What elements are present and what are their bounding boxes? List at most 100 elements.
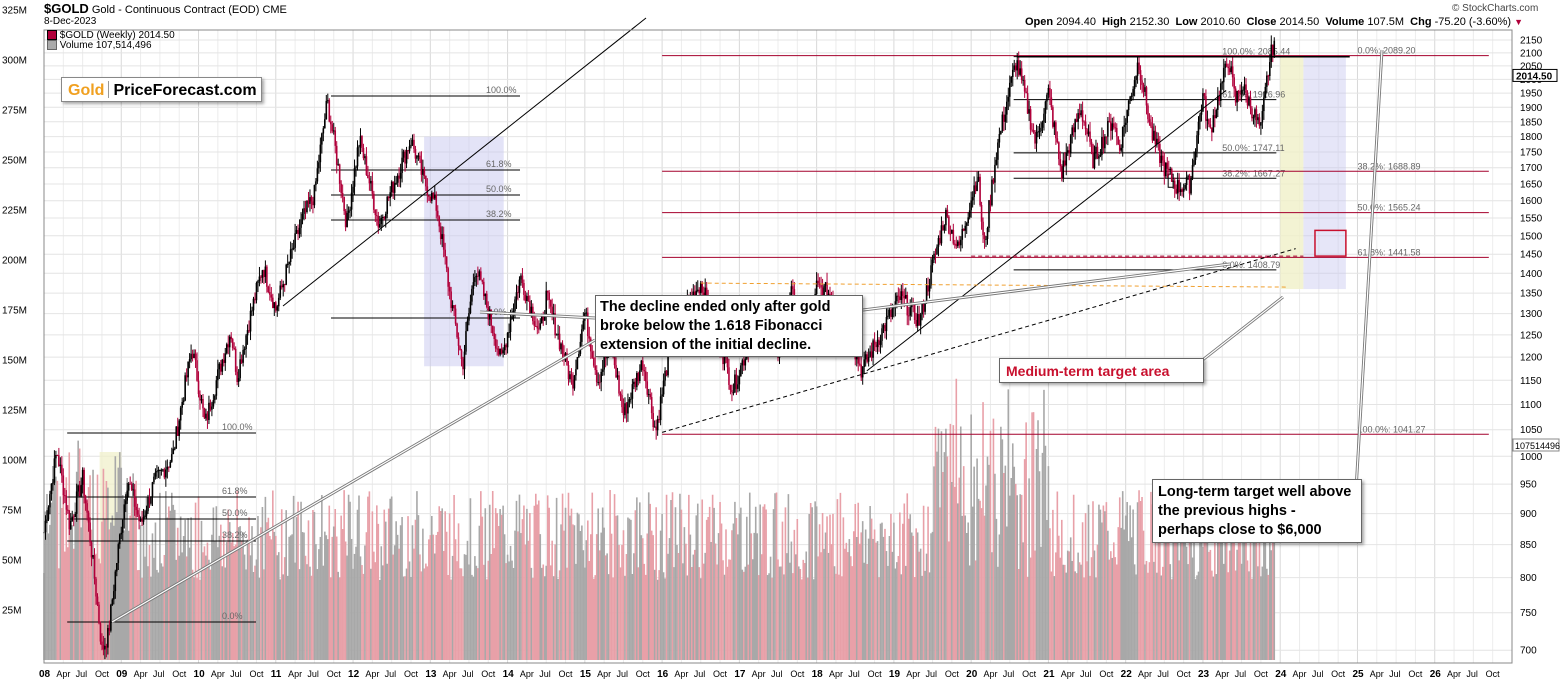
candle-body [570, 374, 573, 380]
candle-body [988, 200, 990, 228]
candle-body [78, 485, 81, 497]
candle-body [151, 482, 154, 497]
candle-body [951, 229, 953, 234]
candle-body [162, 469, 164, 471]
candle-body [970, 200, 972, 211]
candle-body [1004, 114, 1007, 122]
candle-body [921, 302, 923, 315]
x-year-label: 17 [734, 669, 746, 680]
legend-price: $GOLD (Weekly) 2014.50 [47, 30, 175, 41]
candle-body [242, 349, 244, 363]
candle-body [257, 280, 259, 283]
candle-body [490, 309, 493, 326]
candle-body [503, 344, 506, 351]
x-month-label: Jul [1312, 669, 1324, 679]
candle-body [659, 396, 662, 421]
candle-body [542, 315, 545, 321]
candle-body [925, 285, 928, 303]
candle-body [1065, 152, 1068, 166]
y-tick-label: 700 [1520, 646, 1537, 657]
candle-body [53, 458, 56, 483]
x-year-label: 15 [580, 669, 592, 680]
candle-body [135, 506, 137, 511]
candle-body [1013, 65, 1016, 70]
down-arrow-icon: ▼ [1514, 17, 1524, 27]
candle-body [75, 491, 78, 514]
candle-body [1041, 122, 1044, 128]
candle-body [815, 280, 818, 294]
candle-body [447, 268, 449, 287]
candle-body [1055, 122, 1057, 139]
candle-body [431, 192, 433, 201]
candle-body [631, 384, 634, 399]
orange-dashed [700, 282, 1288, 288]
trend-2009-2011 [282, 17, 647, 307]
candle-body [401, 157, 403, 173]
candle-body [1245, 84, 1247, 94]
candle-body [1020, 68, 1023, 80]
x-month-label: Apr [1061, 669, 1075, 679]
x-month-label: Apr [520, 669, 534, 679]
candle-body [653, 426, 656, 428]
candle-body [46, 519, 48, 521]
candle-body [600, 371, 602, 383]
x-month-label: Apr [1293, 669, 1307, 679]
candle-body [1170, 168, 1173, 182]
candle-body [99, 623, 102, 642]
candle-body [1224, 63, 1227, 68]
fibonacci-levels: 100.0% 61.8% 50.0% 38.2% 0.0% 100.0% 61.8% 50.0… [67, 46, 1489, 623]
candle-body [1081, 110, 1084, 122]
fib-2011-label: 61.8% [486, 159, 512, 169]
candle-body [310, 197, 313, 202]
candle-body [1043, 113, 1045, 123]
candle-body [129, 483, 131, 485]
candle-body [1144, 87, 1146, 92]
candle-body [304, 208, 307, 213]
candle-body [948, 216, 950, 234]
axes: 700 750 800 850 900 950 1000 1050 1100 1150 1200 12… [2, 6, 1560, 681]
candle-body [1205, 96, 1207, 121]
candle-body [148, 496, 151, 504]
x-month-label: Apr [1447, 669, 1461, 679]
candle-body [864, 354, 867, 360]
candle-body [888, 309, 891, 316]
candle-body [560, 343, 562, 350]
candle-body [1243, 84, 1246, 90]
x-month-label: Jul [848, 669, 860, 679]
x-month-label: Oct [1022, 669, 1037, 679]
candle-body [480, 271, 482, 280]
candle-body [555, 334, 558, 336]
candle-body [1046, 94, 1048, 102]
candle-body [946, 209, 949, 217]
candle-body [997, 142, 999, 160]
candle-body [634, 381, 637, 388]
candle-body [451, 305, 454, 309]
x-month-label: Jul [230, 669, 242, 679]
candle-body [650, 397, 653, 414]
candle-body [592, 357, 595, 366]
candle-body [927, 285, 929, 292]
candle-body [428, 195, 430, 197]
candle-body [952, 229, 955, 244]
long-target-note: Long-term target well above the previous… [1152, 479, 1362, 543]
candle-body [1200, 111, 1203, 115]
candle-body [1003, 114, 1005, 122]
volume-tick-label: 250M [2, 156, 27, 167]
candle-body [878, 339, 880, 345]
volume-tick-label: 225M [2, 206, 27, 217]
fib-2020-line-label: 50.0%: 1747.11 [1222, 143, 1284, 153]
candle-body [915, 320, 917, 326]
fib-2020-line-label: 0.0%: 1408.79 [1222, 260, 1280, 270]
x-month-label: Apr [443, 669, 457, 679]
candle-body [329, 121, 332, 125]
candle-body [907, 315, 910, 317]
candle-body [1191, 165, 1194, 179]
candle-body [309, 197, 311, 204]
candle-body [585, 312, 588, 314]
candle-body [353, 167, 356, 187]
candle-body [274, 302, 277, 311]
candle-body [289, 249, 292, 263]
candle-body [1047, 87, 1050, 95]
candle-body [315, 181, 317, 186]
candle-body [1166, 162, 1169, 169]
